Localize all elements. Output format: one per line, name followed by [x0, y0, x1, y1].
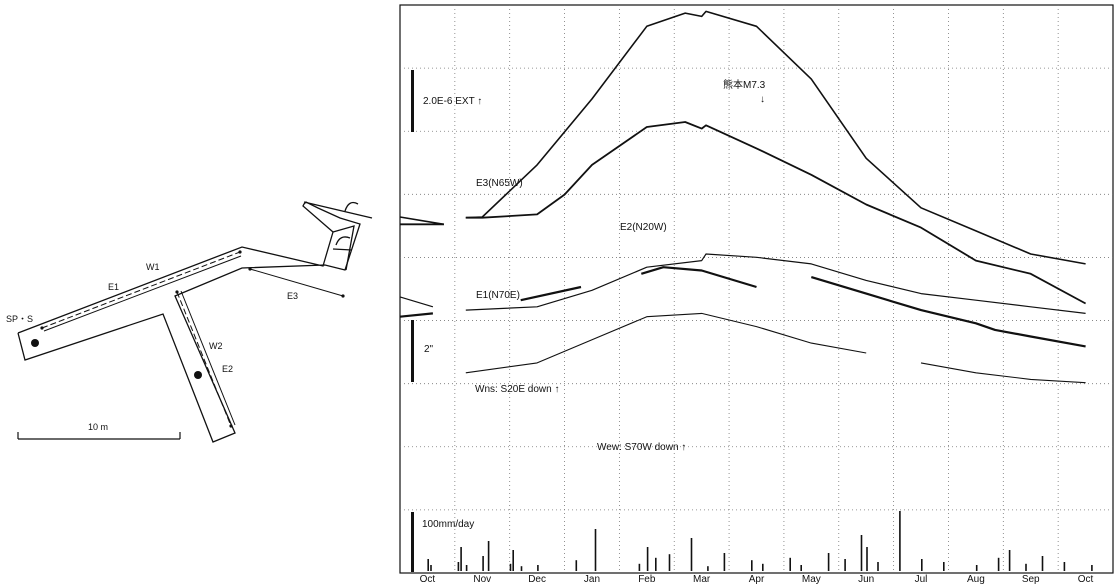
annotation-kumamoto: 熊本M7.3	[723, 78, 766, 91]
precipitation-bar	[638, 563, 641, 571]
precipitation-bar	[1091, 565, 1093, 571]
precipitation-bar	[921, 559, 923, 571]
precipitation-bar	[690, 538, 693, 571]
scale-bar-tilt	[411, 320, 414, 382]
extensometer-e3	[249, 268, 344, 297]
series-line-wns	[399, 312, 434, 318]
door-arc-lower	[335, 236, 351, 246]
chart-frame	[399, 4, 1114, 574]
scale-bar-strain	[411, 70, 414, 132]
precipitation-bar	[575, 560, 578, 571]
label-w2: W2	[209, 341, 223, 351]
precipitation-bars	[427, 511, 1093, 571]
month-tick-label: Feb	[638, 574, 656, 585]
precipitation-bar	[943, 562, 945, 571]
precipitation-bar	[1063, 562, 1066, 571]
label-e1: E1	[108, 282, 119, 292]
month-tick-label: Sep	[1022, 574, 1040, 585]
extensometer-e1	[41, 251, 241, 329]
precipitation-bar	[1041, 556, 1044, 571]
precipitation-bar	[762, 563, 764, 571]
label-e2: E2	[222, 364, 233, 374]
series-label-e1: E1(N70E)	[476, 290, 520, 301]
series-line-e3	[399, 216, 445, 226]
month-tick-label: Mar	[693, 574, 711, 585]
precipitation-bar	[537, 565, 539, 571]
w2-station-marker	[194, 371, 202, 379]
month-tick-label: Apr	[749, 574, 765, 585]
scale-label-precip: 100mm/day	[422, 519, 474, 530]
extensometer-e2	[176, 291, 232, 427]
precipitation-bar	[789, 557, 791, 571]
precipitation-bar	[668, 554, 671, 571]
sps-station-marker	[31, 339, 39, 347]
month-tick-label: Oct	[420, 574, 436, 585]
scale-label-strain: 2.0E-6 EXT ↑	[423, 96, 482, 107]
precipitation-bar	[1025, 563, 1027, 571]
scale-label-tilt: 2"	[424, 344, 434, 355]
precipitation-bar	[487, 541, 490, 571]
month-tick-label: Jan	[584, 574, 600, 585]
precipitation-bar	[465, 565, 468, 571]
precipitation-bar	[646, 547, 649, 571]
precipitation-bar	[457, 562, 460, 571]
precipitation-bar	[520, 566, 523, 571]
precipitation-bar	[860, 535, 863, 571]
month-tick-label: Nov	[473, 574, 491, 585]
precipitation-bar	[751, 560, 753, 571]
month-tick-label: Jul	[915, 574, 928, 585]
series-line-wns	[810, 276, 1086, 348]
annotation-arrow: ↓	[760, 94, 765, 105]
tunnel-plan-diagram: SP・S W1 E1 W2 E2 E3 10 m	[6, 201, 373, 443]
series-line-wns	[520, 285, 582, 302]
scale-bar-precip	[411, 512, 414, 572]
precipitation-bar	[460, 547, 462, 571]
precipitation-bar	[512, 550, 514, 571]
precipitation-bar	[800, 565, 802, 571]
month-tick-label: Dec	[528, 574, 546, 585]
precipitation-bar	[844, 559, 846, 571]
entrance-structure	[332, 225, 355, 271]
month-tick-label: May	[802, 574, 821, 585]
series-label-e3: E3(N65W)	[476, 178, 523, 189]
series-line-wew	[465, 312, 867, 374]
precipitation-bar	[655, 557, 657, 571]
precipitation-bar	[827, 553, 830, 571]
precipitation-bar	[707, 566, 709, 571]
series-line-wns	[640, 266, 757, 289]
precipitation-bar	[594, 529, 597, 571]
series-layer	[399, 10, 1087, 384]
month-tick-label: Aug	[967, 574, 985, 585]
series-line-e3	[465, 10, 1086, 265]
series-label-e2: E2(N20W)	[620, 222, 667, 233]
series-line-e2	[465, 121, 1087, 305]
label-w1: W1	[146, 262, 160, 272]
precipitation-bar	[877, 562, 879, 571]
precipitation-bar	[427, 559, 429, 571]
precipitation-bar	[975, 565, 978, 571]
precipitation-bar	[997, 557, 1000, 571]
label-sps: SP・S	[6, 314, 33, 324]
month-tick-label: Oct	[1078, 574, 1094, 585]
chart-grid	[400, 5, 1113, 573]
precipitation-bar	[430, 565, 432, 571]
series-label-wew: Wew: S70W down ↑	[597, 442, 686, 453]
series-label-wns: Wns: S20E down ↑	[475, 384, 559, 395]
door-arc-upper	[344, 201, 359, 212]
series-line-e1	[399, 296, 434, 308]
precipitation-bar	[509, 563, 512, 571]
series-line-e1	[465, 253, 1086, 314]
precipitation-bar	[723, 553, 726, 571]
precipitation-bar	[482, 556, 484, 571]
precipitation-bar	[899, 511, 901, 571]
month-axis: Oct Nov Dec Jan Feb Mar Apr May Jun Jul Aug Sep Oct	[420, 574, 1094, 585]
scale-label: 10 m	[88, 422, 108, 432]
label-e3: E3	[287, 291, 298, 301]
month-tick-label: Jun	[858, 574, 874, 585]
precipitation-bar	[866, 547, 868, 571]
series-line-wew	[920, 362, 1086, 384]
precipitation-bar	[1008, 550, 1011, 571]
